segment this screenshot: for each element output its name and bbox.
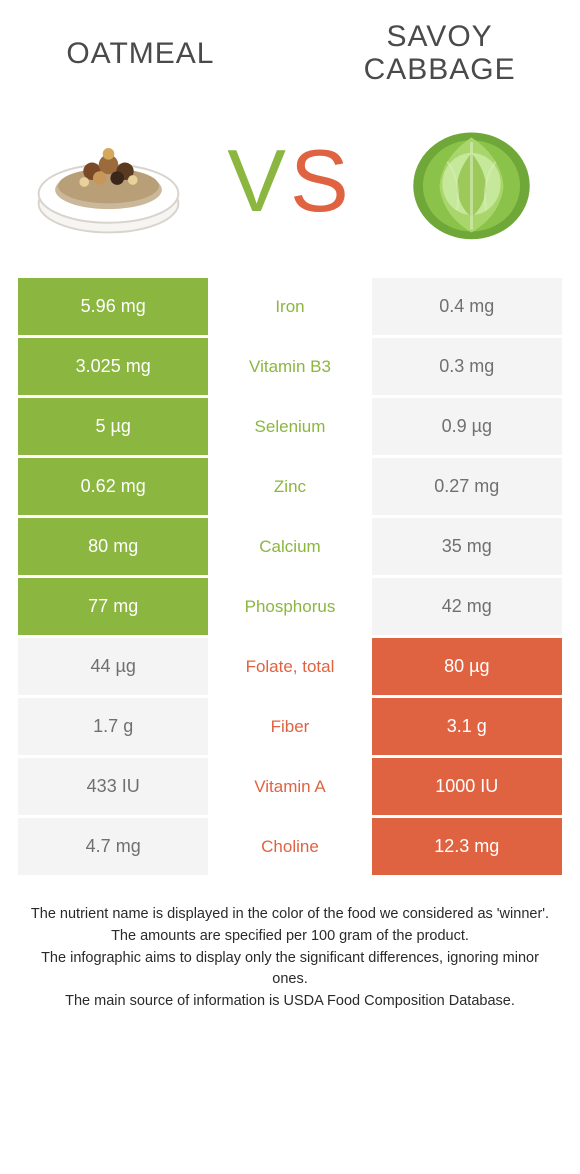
footnote-line: The infographic aims to display only the…	[24, 948, 556, 992]
table-row: 44 µgFolate, total80 µg	[18, 638, 562, 695]
cell-nutrient: Selenium	[208, 398, 371, 455]
vs-v: V	[227, 137, 290, 225]
cell-food-a: 80 mg	[18, 518, 208, 575]
footnotes: The nutrient name is displayed in the co…	[18, 904, 562, 1013]
table-row: 4.7 mgCholine12.3 mg	[18, 818, 562, 875]
vs-label: VS	[227, 137, 352, 225]
cell-nutrient: Choline	[208, 818, 371, 875]
table-row: 433 IUVitamin A1000 IU	[18, 758, 562, 815]
cell-nutrient: Fiber	[208, 698, 371, 755]
food-b-title: Savoy cabbage	[317, 20, 562, 86]
table-row: 1.7 gFiber3.1 g	[18, 698, 562, 755]
cell-food-a: 77 mg	[18, 578, 208, 635]
table-row: 3.025 mgVitamin B30.3 mg	[18, 338, 562, 395]
cell-food-b: 0.27 mg	[372, 458, 562, 515]
cell-nutrient: Vitamin B3	[208, 338, 371, 395]
cell-nutrient: Zinc	[208, 458, 371, 515]
food-a-image	[26, 116, 191, 246]
table-row: 0.62 mgZinc0.27 mg	[18, 458, 562, 515]
cabbage-icon	[389, 116, 554, 246]
titles-row: Oatmeal Savoy cabbage	[18, 20, 562, 86]
cell-food-b: 3.1 g	[372, 698, 562, 755]
cell-food-b: 0.9 µg	[372, 398, 562, 455]
cell-food-a: 44 µg	[18, 638, 208, 695]
cell-food-b: 1000 IU	[372, 758, 562, 815]
cell-food-b: 12.3 mg	[372, 818, 562, 875]
cell-food-a: 5 µg	[18, 398, 208, 455]
table-row: 5 µgSelenium0.9 µg	[18, 398, 562, 455]
cell-food-b: 0.3 mg	[372, 338, 562, 395]
vs-s: S	[290, 137, 353, 225]
cell-food-b: 0.4 mg	[372, 278, 562, 335]
table-row: 77 mgPhosphorus42 mg	[18, 578, 562, 635]
cell-nutrient: Vitamin A	[208, 758, 371, 815]
table-row: 80 mgCalcium35 mg	[18, 518, 562, 575]
food-a-title: Oatmeal	[18, 37, 263, 70]
footnote-line: The amounts are specified per 100 gram o…	[24, 926, 556, 948]
food-b-image	[389, 116, 554, 246]
cell-food-a: 0.62 mg	[18, 458, 208, 515]
cell-nutrient: Phosphorus	[208, 578, 371, 635]
footnote-line: The main source of information is USDA F…	[24, 991, 556, 1013]
table-row: 5.96 mgIron0.4 mg	[18, 278, 562, 335]
cell-food-a: 5.96 mg	[18, 278, 208, 335]
oatmeal-icon	[26, 116, 191, 246]
hero-row: VS	[18, 116, 562, 246]
cell-food-b: 35 mg	[372, 518, 562, 575]
cell-nutrient: Iron	[208, 278, 371, 335]
cell-food-a: 433 IU	[18, 758, 208, 815]
cell-food-b: 80 µg	[372, 638, 562, 695]
cell-nutrient: Folate, total	[208, 638, 371, 695]
cell-food-b: 42 mg	[372, 578, 562, 635]
footnote-line: The nutrient name is displayed in the co…	[24, 904, 556, 926]
cell-food-a: 4.7 mg	[18, 818, 208, 875]
cell-food-a: 1.7 g	[18, 698, 208, 755]
cell-food-a: 3.025 mg	[18, 338, 208, 395]
cell-nutrient: Calcium	[208, 518, 371, 575]
nutrient-table: 5.96 mgIron0.4 mg3.025 mgVitamin B30.3 m…	[18, 278, 562, 878]
